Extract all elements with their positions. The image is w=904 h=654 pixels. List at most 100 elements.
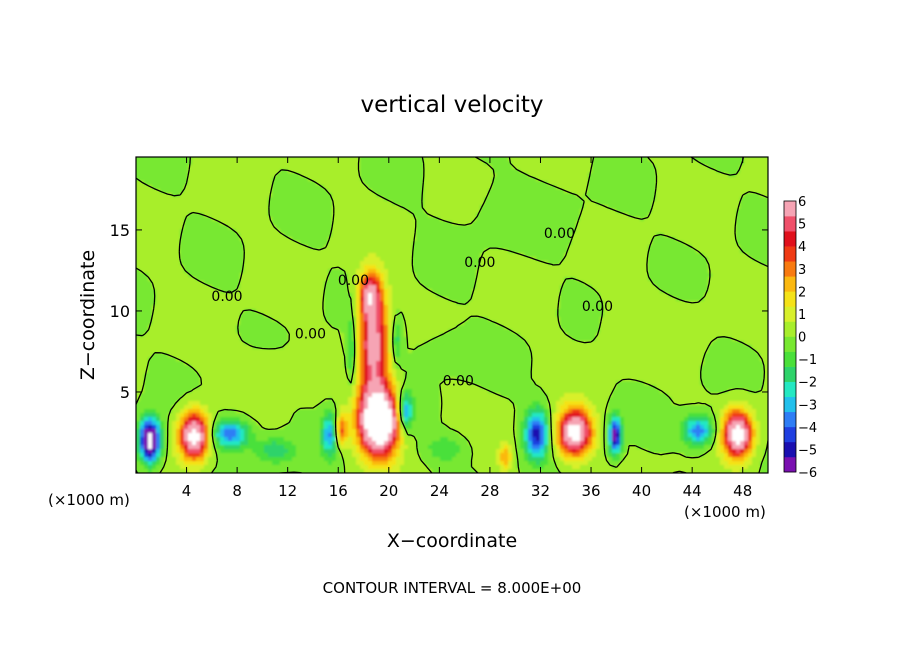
heatmap-cell xyxy=(328,249,333,254)
heatmap-cell xyxy=(360,237,365,242)
heatmap-cell xyxy=(460,265,465,270)
heatmap-cell xyxy=(656,273,661,278)
heatmap-cell xyxy=(484,221,489,226)
heatmap-cell xyxy=(352,261,357,266)
heatmap-cell xyxy=(216,189,221,194)
heatmap-cell xyxy=(516,181,521,186)
heatmap-cell xyxy=(400,281,405,286)
heatmap-cell xyxy=(748,229,753,234)
heatmap-cell xyxy=(616,169,621,174)
heatmap-cell xyxy=(668,217,673,222)
heatmap-cell xyxy=(164,217,169,222)
heatmap-cell xyxy=(548,169,553,174)
heatmap-cell xyxy=(540,253,545,258)
heatmap-cell xyxy=(416,261,421,266)
heatmap-cell xyxy=(620,213,625,218)
heatmap-cell xyxy=(284,273,289,278)
heatmap-cell xyxy=(596,233,601,238)
heatmap-cell xyxy=(736,157,741,162)
heatmap-cell xyxy=(252,217,257,222)
heatmap-cell xyxy=(264,273,269,278)
heatmap-cell xyxy=(144,249,149,254)
heatmap-cell xyxy=(572,189,577,194)
heatmap-cell xyxy=(600,213,605,218)
heatmap-cell xyxy=(684,209,689,214)
heatmap-cell xyxy=(688,269,693,274)
heatmap-cell xyxy=(172,197,177,202)
heatmap-cell xyxy=(308,197,313,202)
heatmap-cell xyxy=(292,249,297,254)
heatmap-cell xyxy=(352,277,357,282)
heatmap-cell xyxy=(568,205,573,210)
heatmap-cell xyxy=(352,245,357,250)
heatmap-cell xyxy=(252,165,257,170)
heatmap-cell xyxy=(468,261,473,266)
heatmap-cell xyxy=(704,165,709,170)
heatmap-cell xyxy=(672,181,677,186)
heatmap-cell xyxy=(496,221,501,226)
heatmap-cell xyxy=(400,185,405,190)
heatmap-cell xyxy=(556,245,561,250)
heatmap-cell xyxy=(184,161,189,166)
heatmap-cell xyxy=(180,169,185,174)
heatmap-cell xyxy=(564,185,569,190)
heatmap-cell xyxy=(764,277,768,282)
heatmap-cell xyxy=(476,277,481,282)
heatmap-cell xyxy=(392,209,397,214)
heatmap-cell xyxy=(712,201,717,206)
heatmap-cell xyxy=(352,197,357,202)
heatmap-cell xyxy=(508,277,513,282)
heatmap-cell xyxy=(400,217,405,222)
heatmap-cell xyxy=(292,157,297,162)
heatmap-cell xyxy=(264,221,269,226)
heatmap-cell xyxy=(528,233,533,238)
heatmap-cell xyxy=(468,217,473,222)
heatmap-cell xyxy=(252,245,257,250)
heatmap-cell xyxy=(592,237,597,242)
heatmap-cell xyxy=(652,213,657,218)
heatmap-cell xyxy=(584,229,589,234)
heatmap-cell xyxy=(384,281,389,286)
heatmap-cell xyxy=(592,209,597,214)
heatmap-cell xyxy=(236,157,241,162)
heatmap-cell xyxy=(544,237,549,242)
heatmap-cell xyxy=(332,169,337,174)
heatmap-cell xyxy=(152,209,157,214)
heatmap-cell xyxy=(660,257,665,262)
heatmap-cell xyxy=(576,213,581,218)
heatmap-cell xyxy=(516,221,521,226)
heatmap-cell xyxy=(480,157,485,162)
heatmap-cell xyxy=(404,217,409,222)
heatmap-cell xyxy=(268,197,273,202)
heatmap-cell xyxy=(532,157,537,162)
heatmap-cell xyxy=(280,161,285,166)
heatmap-cell xyxy=(536,261,541,266)
heatmap-cell xyxy=(144,221,149,226)
heatmap-cell xyxy=(388,273,393,278)
heatmap-cell xyxy=(732,249,737,254)
heatmap-cell xyxy=(640,185,645,190)
heatmap-cell xyxy=(732,189,737,194)
heatmap-cell xyxy=(500,269,505,274)
heatmap-cell xyxy=(636,261,641,266)
heatmap-cell xyxy=(248,237,253,242)
heatmap-cell xyxy=(372,225,377,230)
heatmap-cell xyxy=(584,209,589,214)
heatmap-cell xyxy=(432,169,437,174)
heatmap-cell xyxy=(276,237,281,242)
heatmap-cell xyxy=(200,269,205,274)
heatmap-cell xyxy=(748,245,753,250)
heatmap-cell xyxy=(380,165,385,170)
heatmap-cell xyxy=(224,261,229,266)
heatmap-cell xyxy=(760,177,765,182)
heatmap-cell xyxy=(536,225,541,230)
heatmap-cell xyxy=(368,213,373,218)
heatmap-cell xyxy=(752,237,757,242)
heatmap-cell xyxy=(440,173,445,178)
heatmap-cell xyxy=(640,177,645,182)
heatmap-cell xyxy=(676,181,681,186)
heatmap-cell xyxy=(556,157,561,162)
heatmap-cell xyxy=(600,169,605,174)
heatmap-cell xyxy=(292,169,297,174)
heatmap-cell xyxy=(348,213,353,218)
